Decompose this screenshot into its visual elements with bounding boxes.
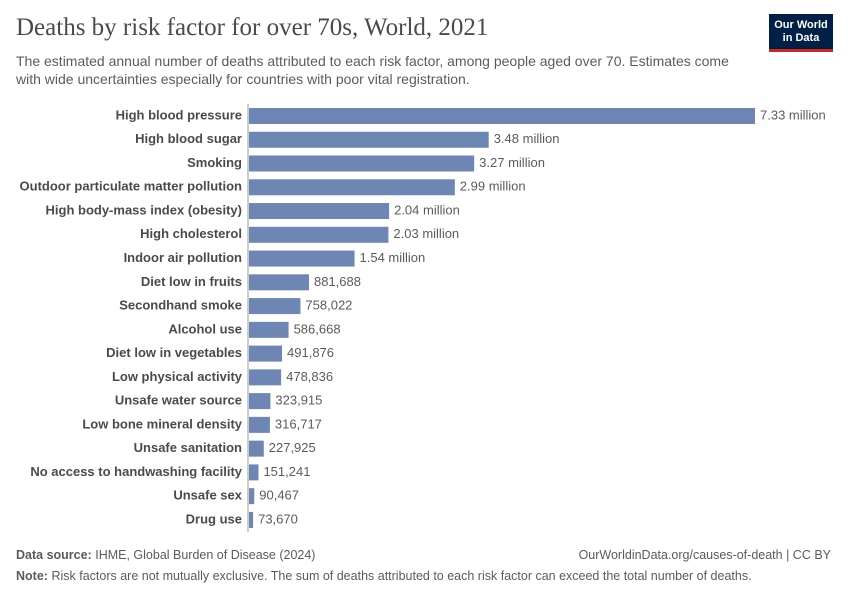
- value-label: 323,915: [275, 393, 322, 408]
- category-label: Unsafe sanitation: [134, 440, 242, 455]
- value-label: 316,717: [275, 416, 322, 431]
- category-label: Indoor air pollution: [124, 250, 242, 265]
- bar: [249, 274, 309, 291]
- bar: [249, 488, 255, 505]
- category-label: Diet low in fruits: [141, 274, 242, 289]
- value-label: 7.33 million: [760, 107, 826, 122]
- bar: [249, 226, 389, 243]
- category-label: Drug use: [186, 511, 242, 526]
- bar: [249, 416, 270, 433]
- value-label: 881,688: [314, 274, 361, 289]
- category-label: Secondhand smoke: [119, 298, 242, 313]
- source-text: IHME, Global Burden of Disease (2024): [95, 548, 316, 562]
- category-label: High blood pressure: [116, 107, 242, 122]
- category-label: Low bone mineral density: [82, 416, 242, 431]
- value-label: 151,241: [263, 464, 310, 479]
- value-label: 227,925: [269, 440, 316, 455]
- chart-subtitle: The estimated annual number of deaths at…: [16, 53, 729, 87]
- bar: [249, 321, 289, 338]
- value-label: 586,668: [294, 321, 341, 336]
- category-label: Outdoor particulate matter pollution: [20, 179, 243, 194]
- value-label: 3.48 million: [494, 131, 560, 146]
- bar: [249, 464, 259, 481]
- source: Data source: IHME, Global Burden of Dise…: [16, 548, 315, 562]
- value-label: 3.27 million: [479, 155, 545, 170]
- bar: [249, 155, 475, 172]
- category-label: Low physical activity: [112, 369, 243, 384]
- bar: [249, 131, 489, 148]
- value-label: 90,467: [259, 488, 299, 503]
- value-label: 1.54 million: [360, 250, 426, 265]
- bar: [249, 108, 755, 124]
- category-label: Alcohol use: [168, 321, 242, 336]
- url[interactable]: OurWorldinData.org/causes-of-death | CC …: [578, 548, 831, 562]
- bar: [249, 393, 271, 410]
- value-label: 491,876: [287, 345, 334, 360]
- category-label: High cholesterol: [140, 226, 242, 241]
- category-label: Diet low in vegetables: [106, 345, 242, 360]
- bar: [249, 369, 282, 386]
- logo[interactable]: Our World in Data: [769, 14, 833, 52]
- bar: [249, 250, 355, 267]
- bar: [249, 179, 455, 196]
- category-label: Unsafe water source: [115, 393, 242, 408]
- category-label: High blood sugar: [135, 131, 242, 146]
- bar: [249, 298, 301, 315]
- bar: [249, 440, 264, 457]
- chart: High blood pressure 7.33 million High bloo…: [20, 104, 826, 532]
- category-label: Smoking: [187, 155, 242, 170]
- bar: [249, 345, 283, 362]
- value-label: 478,836: [286, 369, 333, 384]
- value-label: 2.03 million: [393, 226, 459, 241]
- logo-line: in Data: [782, 32, 820, 44]
- logo-line: Our World: [774, 19, 828, 31]
- note: Note: Risk factors are not mutually excl…: [16, 569, 752, 583]
- bar: [249, 511, 254, 528]
- category-label: Unsafe sex: [173, 488, 242, 503]
- value-label: 758,022: [305, 298, 352, 313]
- category-label: No access to handwashing facility: [30, 464, 242, 479]
- value-label: 2.99 million: [460, 179, 526, 194]
- note-text: Risk factors are not mutually exclusive.…: [51, 569, 752, 583]
- source-label: Data source:: [16, 548, 92, 562]
- category-label: High body-mass index (obesity): [46, 202, 242, 217]
- note-label: Note:: [16, 569, 48, 583]
- chart-title: Deaths by risk factor for over 70s, Worl…: [16, 14, 489, 41]
- value-label: 2.04 million: [394, 202, 460, 217]
- bar: [249, 203, 390, 220]
- value-label: 73,670: [258, 511, 298, 526]
